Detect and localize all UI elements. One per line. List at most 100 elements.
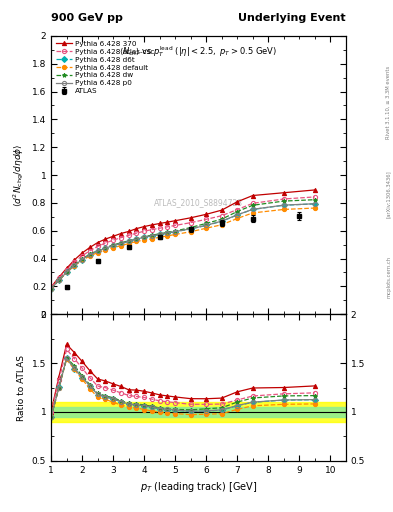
Pythia 6.428 default	[80, 258, 84, 264]
Pythia 6.428 d6t	[134, 237, 139, 243]
Pythia 6.428 default	[126, 241, 131, 247]
Y-axis label: $\langle d^2 N_\mathrm{chg}/d\eta d\phi\rangle$: $\langle d^2 N_\mathrm{chg}/d\eta d\phi\…	[12, 143, 26, 207]
Pythia 6.428 dw	[57, 278, 61, 284]
Pythia 6.428 p0	[204, 222, 209, 228]
Pythia 6.428 dw	[88, 251, 92, 257]
Pythia 6.428 d6t	[165, 230, 170, 236]
Pythia 6.428 atlas-csc	[219, 212, 224, 219]
Pythia 6.428 370	[250, 193, 255, 199]
Pythia 6.428 d6t	[95, 248, 100, 254]
Pythia 6.428 d6t	[72, 263, 77, 269]
Pythia 6.428 atlas-csc	[126, 232, 131, 239]
Pythia 6.428 dw	[49, 285, 53, 291]
Pythia 6.428 dw	[150, 232, 154, 238]
Pythia 6.428 p0	[95, 248, 100, 254]
Pythia 6.428 atlas-csc	[49, 284, 53, 290]
Pythia 6.428 d6t	[119, 241, 123, 247]
Pythia 6.428 p0	[80, 257, 84, 263]
Pythia 6.428 p0	[150, 232, 154, 239]
Pythia 6.428 atlas-csc	[103, 240, 108, 246]
Pythia 6.428 dw	[111, 242, 116, 248]
Pythia 6.428 370	[281, 189, 286, 196]
Pythia 6.428 d6t	[235, 212, 240, 218]
Pythia 6.428 370	[134, 226, 139, 232]
Pythia 6.428 p0	[72, 262, 77, 268]
Pythia 6.428 dw	[312, 197, 317, 203]
Pythia 6.428 d6t	[250, 206, 255, 212]
Pythia 6.428 atlas-csc	[281, 196, 286, 202]
Pythia 6.428 dw	[235, 208, 240, 215]
Pythia 6.428 p0	[188, 226, 193, 232]
Pythia 6.428 p0	[312, 201, 317, 207]
Pythia 6.428 dw	[119, 240, 123, 246]
Pythia 6.428 370	[219, 207, 224, 213]
Pythia 6.428 p0	[119, 240, 123, 246]
Pythia 6.428 d6t	[103, 245, 108, 251]
Pythia 6.428 dw	[173, 228, 178, 234]
Pythia 6.428 370	[312, 187, 317, 193]
Text: mcplots.cern.ch: mcplots.cern.ch	[386, 255, 391, 297]
Pythia 6.428 d6t	[80, 257, 84, 263]
Pythia 6.428 atlas-csc	[72, 259, 77, 265]
Pythia 6.428 370	[142, 223, 147, 229]
Text: [arXiv:1306.3436]: [arXiv:1306.3436]	[386, 170, 391, 219]
Pythia 6.428 p0	[126, 238, 131, 244]
Pythia 6.428 p0	[281, 202, 286, 208]
Line: Pythia 6.428 d6t: Pythia 6.428 d6t	[49, 202, 317, 291]
Pythia 6.428 dw	[95, 247, 100, 253]
Pythia 6.428 atlas-csc	[250, 200, 255, 206]
Pythia 6.428 p0	[88, 251, 92, 258]
Pythia 6.428 d6t	[188, 226, 193, 232]
Pythia 6.428 atlas-csc	[204, 216, 209, 222]
Pythia 6.428 p0	[57, 278, 61, 284]
Pythia 6.428 default	[142, 237, 147, 243]
Pythia 6.428 default	[235, 216, 240, 222]
Pythia 6.428 atlas-csc	[134, 230, 139, 237]
Pythia 6.428 370	[173, 218, 178, 224]
Line: Pythia 6.428 default: Pythia 6.428 default	[49, 206, 317, 291]
Pythia 6.428 atlas-csc	[312, 194, 317, 200]
Pythia 6.428 default	[64, 269, 69, 275]
Pythia 6.428 370	[126, 228, 131, 234]
Pythia 6.428 default	[134, 239, 139, 245]
Y-axis label: Ratio to ATLAS: Ratio to ATLAS	[17, 354, 26, 420]
Pythia 6.428 default	[188, 229, 193, 235]
Pythia 6.428 atlas-csc	[64, 267, 69, 273]
Pythia 6.428 370	[111, 233, 116, 240]
Pythia 6.428 dw	[72, 262, 77, 268]
Pythia 6.428 dw	[188, 224, 193, 230]
Pythia 6.428 d6t	[281, 202, 286, 208]
Pythia 6.428 d6t	[64, 269, 69, 275]
Pythia 6.428 d6t	[219, 218, 224, 224]
Pythia 6.428 d6t	[142, 234, 147, 240]
Pythia 6.428 default	[165, 233, 170, 239]
Pythia 6.428 d6t	[312, 201, 317, 207]
Pythia 6.428 370	[157, 221, 162, 227]
Pythia 6.428 atlas-csc	[157, 225, 162, 231]
Pythia 6.428 default	[95, 249, 100, 255]
Text: Underlying Event: Underlying Event	[238, 13, 346, 23]
Pythia 6.428 default	[150, 236, 154, 242]
Pythia 6.428 370	[119, 230, 123, 237]
Pythia 6.428 default	[57, 278, 61, 284]
Pythia 6.428 p0	[173, 228, 178, 234]
Pythia 6.428 dw	[142, 233, 147, 240]
Pythia 6.428 atlas-csc	[95, 243, 100, 249]
Pythia 6.428 370	[80, 250, 84, 256]
Pythia 6.428 d6t	[204, 222, 209, 228]
Pythia 6.428 p0	[165, 230, 170, 236]
Pythia 6.428 370	[57, 274, 61, 281]
Pythia 6.428 d6t	[150, 233, 154, 239]
Pythia 6.428 370	[88, 244, 92, 250]
Pythia 6.428 370	[188, 215, 193, 221]
Line: Pythia 6.428 p0: Pythia 6.428 p0	[49, 202, 317, 291]
Pythia 6.428 dw	[134, 236, 139, 242]
Pythia 6.428 370	[64, 265, 69, 271]
Line: Pythia 6.428 dw: Pythia 6.428 dw	[49, 198, 317, 291]
Pythia 6.428 dw	[281, 198, 286, 204]
Pythia 6.428 dw	[204, 220, 209, 226]
Pythia 6.428 default	[49, 285, 53, 291]
Pythia 6.428 default	[103, 247, 108, 253]
Line: Pythia 6.428 370: Pythia 6.428 370	[49, 188, 317, 289]
Pythia 6.428 default	[72, 263, 77, 269]
